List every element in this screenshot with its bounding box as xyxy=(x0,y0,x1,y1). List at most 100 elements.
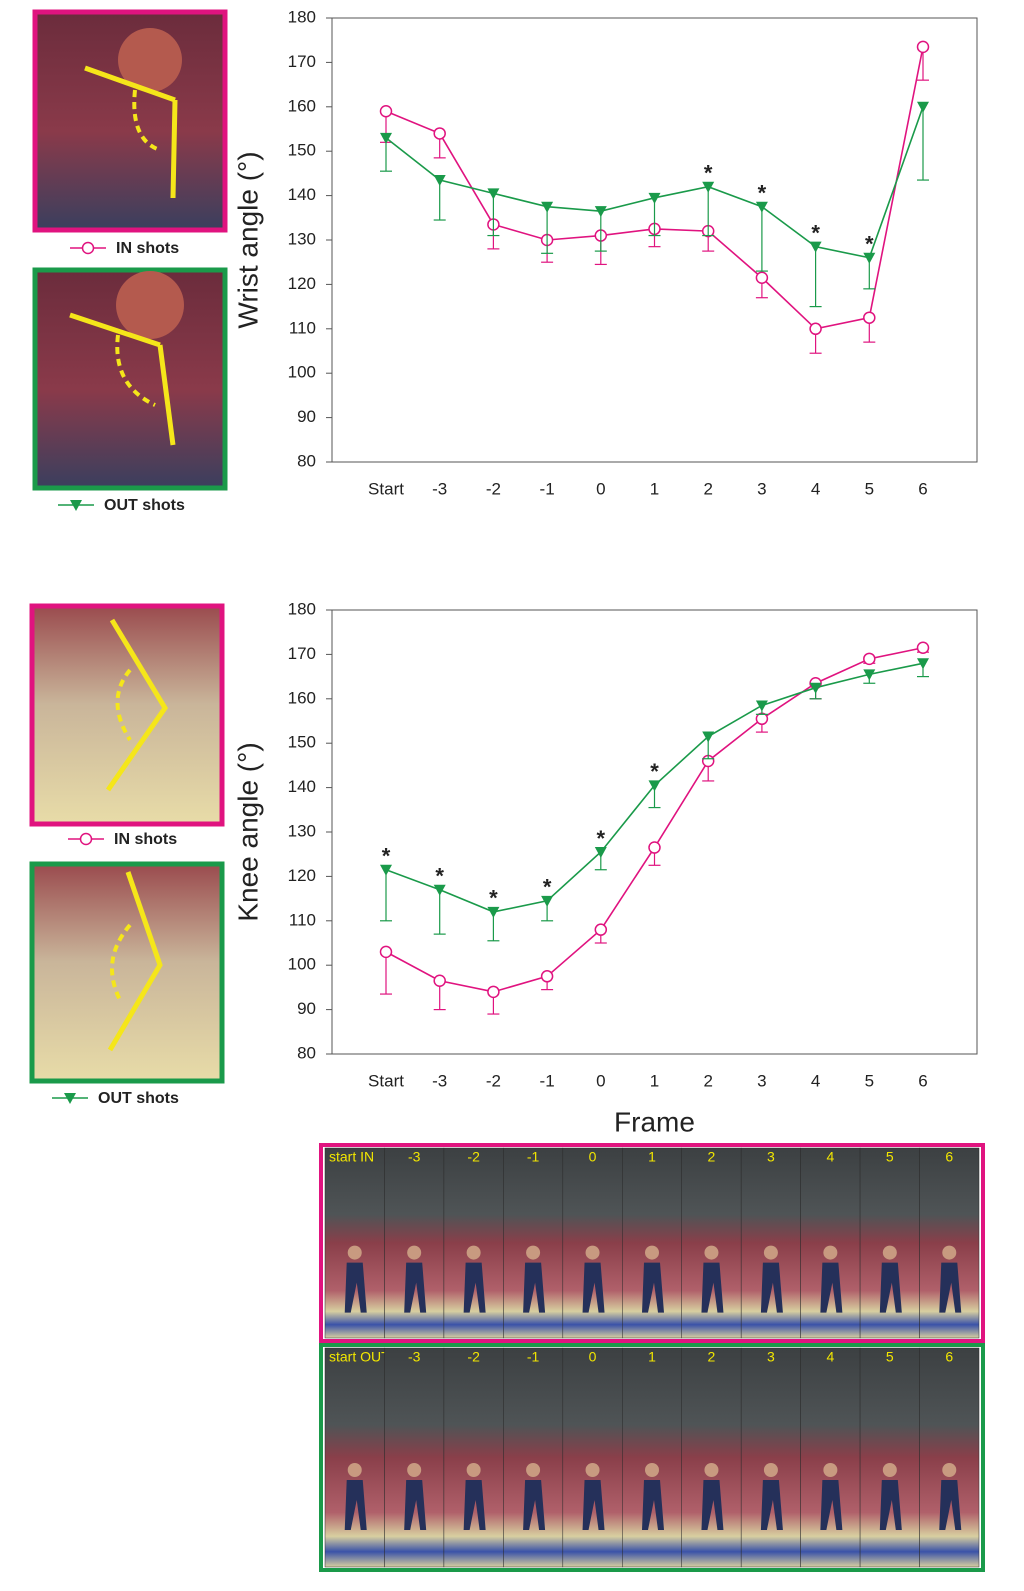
point xyxy=(648,780,661,792)
point xyxy=(487,188,500,200)
angle-arc xyxy=(115,668,132,742)
error-bar xyxy=(541,206,554,254)
player-head xyxy=(585,1463,600,1477)
strip-label: start IN xyxy=(329,1149,374,1165)
series-line xyxy=(385,646,924,993)
player-head xyxy=(704,1463,719,1477)
point xyxy=(755,700,768,712)
y-tick-label: 150 xyxy=(288,141,316,160)
strip-frame xyxy=(740,1147,801,1339)
player xyxy=(701,1262,724,1313)
player-head xyxy=(645,1245,659,1260)
point xyxy=(380,864,392,876)
point xyxy=(594,206,607,218)
player xyxy=(879,1262,902,1313)
error-bar xyxy=(487,193,500,237)
point xyxy=(809,682,822,694)
x-tick-label: -1 xyxy=(540,1071,555,1090)
player xyxy=(404,1262,427,1313)
player xyxy=(760,1262,783,1313)
player-head xyxy=(347,1245,362,1260)
significance-star: * xyxy=(597,826,606,851)
strip-label: 2 xyxy=(708,1349,716,1365)
point xyxy=(433,974,446,987)
significance-star: * xyxy=(382,844,391,869)
player-head xyxy=(407,1463,422,1477)
error-bar xyxy=(648,197,661,237)
y-axis-label: Wrist angle (°) xyxy=(232,151,263,328)
player-head xyxy=(466,1463,481,1477)
player xyxy=(463,1262,486,1313)
legend-marker xyxy=(64,1093,76,1104)
y-tick-label: 100 xyxy=(288,955,316,974)
x-tick-label: -2 xyxy=(486,1071,501,1090)
player xyxy=(404,1480,427,1530)
ball xyxy=(116,271,184,339)
strip-frame xyxy=(740,1347,801,1568)
strip-frame xyxy=(919,1147,980,1339)
point xyxy=(433,127,446,140)
y-axis-label: Knee angle (°) xyxy=(232,742,263,921)
player xyxy=(642,1262,664,1313)
point xyxy=(755,201,768,213)
player-head xyxy=(407,1245,422,1260)
angle-arrows xyxy=(105,618,168,792)
point xyxy=(916,641,930,654)
significance-star: * xyxy=(704,161,713,186)
significance-star: * xyxy=(865,232,874,257)
point xyxy=(433,175,446,187)
x-tick-label: 0 xyxy=(596,479,605,498)
point xyxy=(379,104,393,118)
player xyxy=(760,1480,783,1530)
ball xyxy=(118,28,182,92)
series-line xyxy=(385,46,924,330)
x-tick-label: 2 xyxy=(703,479,712,498)
strip-frame xyxy=(384,1347,445,1568)
point xyxy=(380,132,392,144)
y-tick-label: 120 xyxy=(288,866,316,885)
y-tick-label: 140 xyxy=(288,777,316,796)
angle-arc xyxy=(132,89,161,152)
photo-strip: start OUT -3 -2 -1 0 1 2 3 4 5 6 xyxy=(319,1343,985,1572)
strip-label: 5 xyxy=(886,1349,894,1365)
point xyxy=(540,970,554,983)
y-tick-label: 130 xyxy=(288,229,316,248)
y-tick-label: 150 xyxy=(288,733,316,752)
strip-frame xyxy=(324,1347,385,1568)
point xyxy=(702,731,715,743)
point xyxy=(594,846,607,858)
significance-star: * xyxy=(650,759,659,784)
strip-frame xyxy=(443,1347,504,1568)
point xyxy=(487,906,500,918)
strip-label: 2 xyxy=(708,1149,716,1165)
error-bar xyxy=(433,180,446,221)
player-head xyxy=(882,1245,897,1260)
error-bar xyxy=(917,106,929,181)
x-tick-label: 4 xyxy=(811,1071,820,1090)
y-tick-label: 160 xyxy=(288,688,316,707)
player-head xyxy=(763,1245,778,1260)
y-tick-label: 80 xyxy=(297,451,316,470)
player xyxy=(701,1480,724,1530)
player-head xyxy=(942,1463,957,1477)
x-tick-label: 0 xyxy=(596,1071,605,1090)
x-tick-label: 5 xyxy=(865,1071,874,1090)
error-bar xyxy=(702,186,715,237)
y-tick-label: 170 xyxy=(288,52,316,71)
y-tick-label: 120 xyxy=(288,274,316,293)
strip-border xyxy=(319,1343,985,1572)
player xyxy=(939,1480,962,1530)
error-bar xyxy=(755,206,768,272)
significance-star: * xyxy=(758,181,767,206)
point xyxy=(487,985,500,999)
strip-frame xyxy=(622,1347,682,1568)
y-tick-label: 140 xyxy=(288,185,316,204)
angle-arrows xyxy=(84,65,178,199)
strip-label: 1 xyxy=(648,1149,656,1165)
strip-frame xyxy=(443,1147,504,1339)
point xyxy=(379,945,393,959)
legend-marker xyxy=(79,832,93,846)
x-tick-label: 6 xyxy=(918,479,927,498)
strip-label: 0 xyxy=(589,1349,597,1365)
strip-frame xyxy=(562,1347,623,1568)
